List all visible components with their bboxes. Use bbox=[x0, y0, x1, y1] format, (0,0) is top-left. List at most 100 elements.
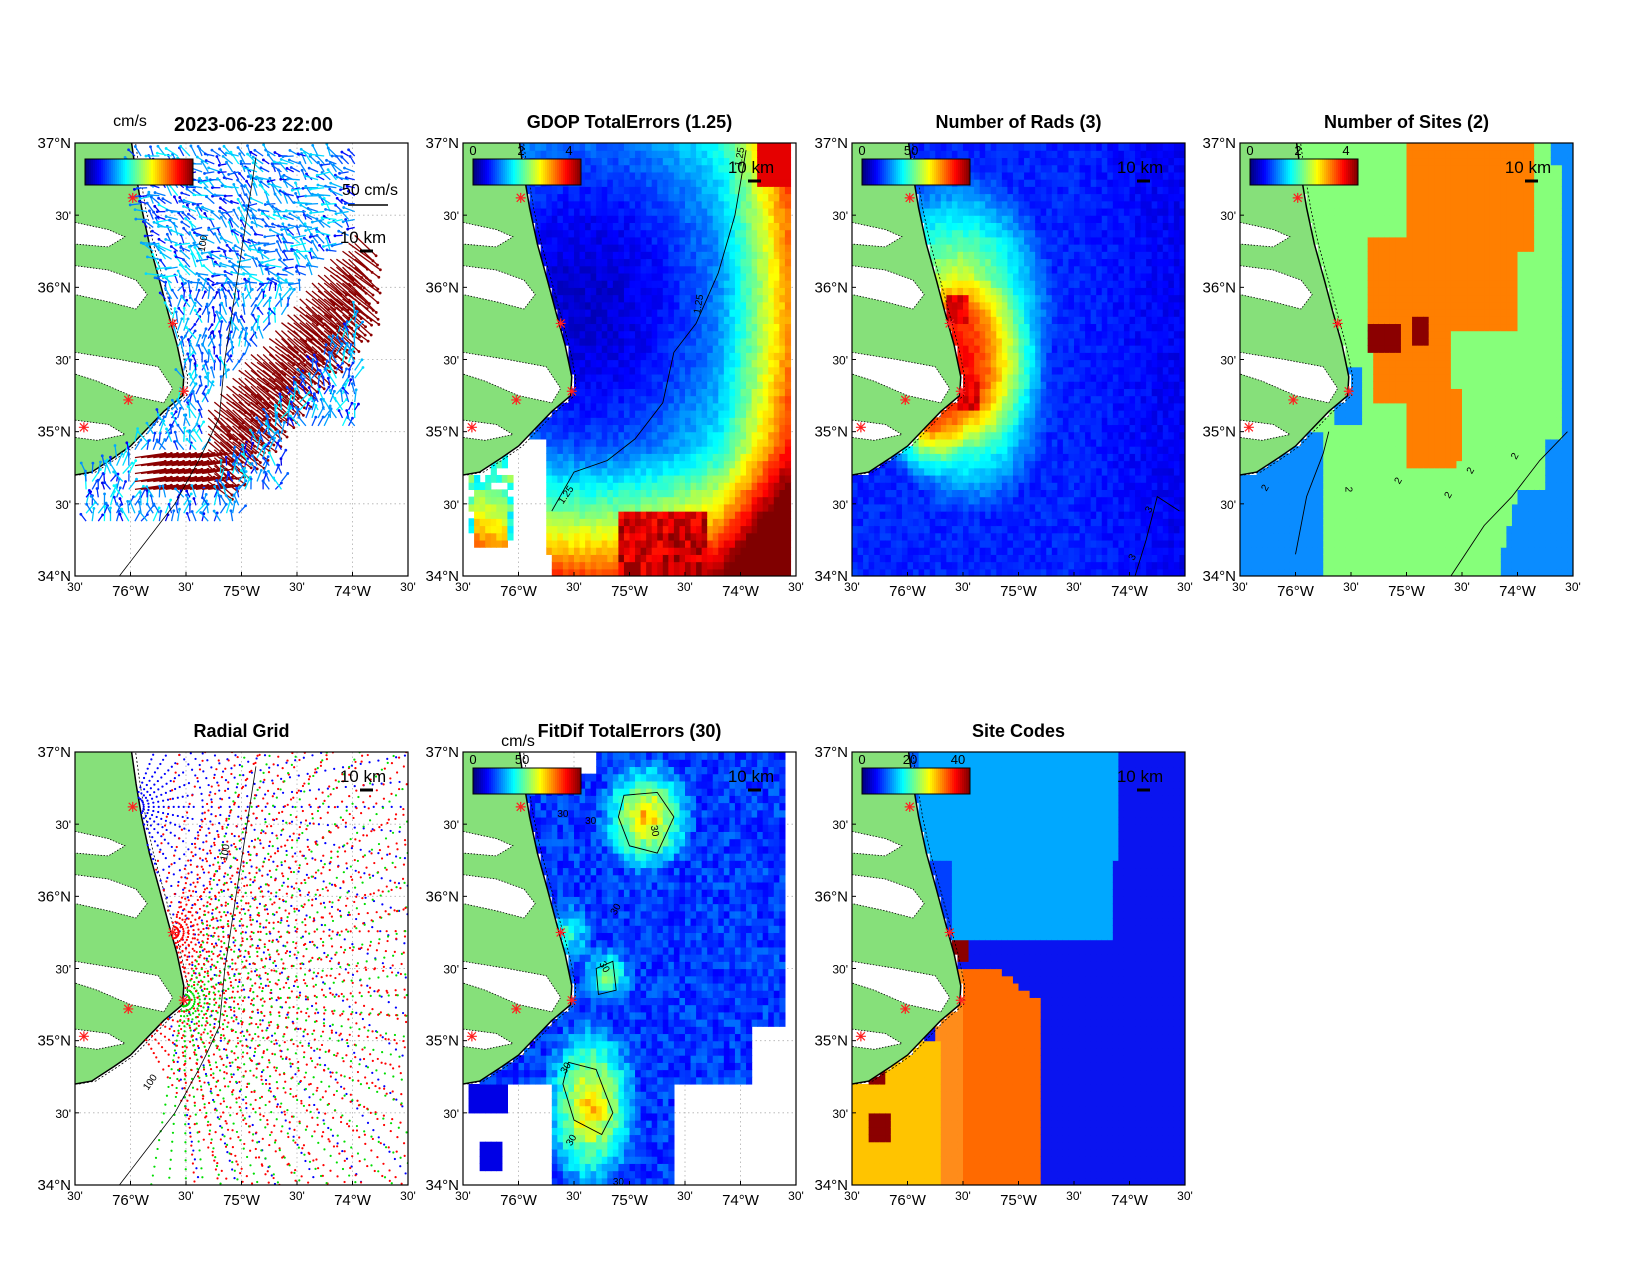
y-tick-label: 30' bbox=[443, 963, 459, 977]
contour-label: 30 bbox=[596, 960, 611, 976]
y-tick-label: 30' bbox=[55, 209, 71, 223]
hf-radar-site-marker bbox=[466, 422, 477, 433]
hf-radar-site-marker bbox=[127, 192, 138, 203]
hf-radar-site-marker bbox=[944, 318, 955, 329]
y-tick-label: 36°N bbox=[814, 888, 848, 905]
chart-title: 2023-06-23 22:00 bbox=[174, 114, 333, 136]
hf-radar-site-marker bbox=[1332, 318, 1343, 329]
contour-label: 30 bbox=[585, 816, 597, 827]
x-tick-label: 30' bbox=[788, 580, 804, 594]
y-tick-label: 37°N bbox=[37, 744, 71, 761]
chart-title: GDOP TotalErrors (1.25) bbox=[527, 112, 732, 132]
x-tick-label: 76°W bbox=[500, 583, 538, 600]
colorbar-tick-label: 2 bbox=[1294, 143, 1301, 158]
colorbar-unit-label: cm/s bbox=[113, 113, 147, 130]
hf-radar-site-marker bbox=[178, 386, 189, 397]
nrads-cells bbox=[852, 143, 1185, 576]
x-tick-label: 30' bbox=[1177, 580, 1193, 594]
x-tick-label: 30' bbox=[955, 1189, 971, 1203]
map-gridlines bbox=[75, 752, 408, 1185]
x-tick-label: 30' bbox=[844, 580, 860, 594]
current-scale-label: 50 cm/s bbox=[342, 182, 398, 199]
y-tick-label: 30' bbox=[1220, 354, 1236, 368]
x-tick-label: 75°W bbox=[611, 1192, 649, 1209]
scale-bar-label: 10 km bbox=[340, 228, 386, 247]
y-tick-label: 30' bbox=[832, 498, 848, 512]
x-tick-label: 30' bbox=[400, 1189, 416, 1203]
colorbar-tick-label: 0 bbox=[469, 752, 476, 767]
x-tick-label: 30' bbox=[1232, 580, 1248, 594]
y-tick-label: 35°N bbox=[425, 1033, 459, 1050]
colorbar: cm/s bbox=[84, 113, 194, 186]
y-tick-label: 34°N bbox=[814, 1177, 848, 1194]
hf-radar-site-marker bbox=[900, 394, 911, 405]
x-tick-label: 30' bbox=[178, 580, 194, 594]
hf-radar-site-marker bbox=[555, 318, 566, 329]
chart-title: Number of Rads (3) bbox=[935, 112, 1101, 132]
y-tick-label: 37°N bbox=[814, 135, 848, 152]
hf-radar-site-marker bbox=[1288, 394, 1299, 405]
hf-radar-site-marker bbox=[466, 1031, 477, 1042]
x-tick-label: 74°W bbox=[1111, 583, 1149, 600]
hf-radar-site-marker bbox=[511, 394, 522, 405]
x-tick-label: 30' bbox=[289, 580, 305, 594]
x-tick-label: 75°W bbox=[611, 583, 649, 600]
x-tick-label: 76°W bbox=[500, 1192, 538, 1209]
contour-label: 3 bbox=[1127, 552, 1140, 563]
contour-label: 30 bbox=[564, 1133, 579, 1149]
y-tick-label: 34°N bbox=[425, 568, 459, 585]
hf-radar-site-marker bbox=[515, 192, 526, 203]
hf-radar-site-marker bbox=[904, 192, 915, 203]
contour-label: 3 bbox=[1143, 504, 1156, 515]
y-tick-label: 36°N bbox=[1202, 279, 1236, 296]
y-tick-label: 30' bbox=[832, 1107, 848, 1121]
y-tick-label: 30' bbox=[55, 818, 71, 832]
current-vectors: 100 bbox=[75, 143, 408, 576]
hf-radar-site-marker bbox=[855, 1031, 866, 1042]
hf-radar-site-marker bbox=[511, 1003, 522, 1014]
scale-bar-label: 10 km bbox=[1505, 158, 1551, 177]
hf-radar-site-marker bbox=[78, 1031, 89, 1042]
radial-grid-points: 100 100 bbox=[75, 752, 408, 1185]
hf-radar-site-marker bbox=[167, 318, 178, 329]
x-tick-label: 30' bbox=[1066, 580, 1082, 594]
x-tick-label: 75°W bbox=[1388, 583, 1426, 600]
hf-radar-site-marker bbox=[955, 386, 966, 397]
scale-bar-10km: 10 km bbox=[340, 767, 386, 792]
y-tick-label: 36°N bbox=[425, 888, 459, 905]
hf-radar-site-marker bbox=[167, 927, 178, 938]
chart-title: FitDif TotalErrors (30) bbox=[538, 721, 722, 741]
x-tick-label: 30' bbox=[1066, 1189, 1082, 1203]
hf-radar-site-marker bbox=[904, 801, 915, 812]
contour-label: 30 bbox=[557, 809, 569, 820]
hf-radar-site-marker bbox=[566, 995, 577, 1006]
contour-label: 100 bbox=[141, 1072, 160, 1092]
colorbar-tick-label: 20 bbox=[903, 752, 917, 767]
colorbar-tick-label: 4 bbox=[1342, 143, 1349, 158]
x-tick-label: 30' bbox=[566, 580, 582, 594]
y-tick-label: 34°N bbox=[814, 568, 848, 585]
x-tick-label: 74°W bbox=[1499, 583, 1537, 600]
scale-bar-10km: 10 km bbox=[728, 158, 774, 183]
hf-radar-site-marker bbox=[900, 1003, 911, 1014]
colorbar: 0 50 bbox=[858, 143, 971, 186]
contour-label: 1.25 bbox=[692, 293, 706, 315]
y-tick-label: 35°N bbox=[1202, 424, 1236, 441]
colorbar: 0 2 4 bbox=[469, 143, 582, 186]
colorbar-unit-label: cm/s bbox=[501, 733, 535, 750]
scale-bar-label: 10 km bbox=[340, 767, 386, 786]
contour-label: 2 bbox=[1342, 487, 1353, 493]
x-tick-label: 74°W bbox=[334, 583, 372, 600]
scale-bar-label: 10 km bbox=[1117, 158, 1163, 177]
y-tick-label: 30' bbox=[1220, 498, 1236, 512]
contour-label: 2 bbox=[1443, 490, 1456, 501]
y-tick-label: 35°N bbox=[814, 1033, 848, 1050]
y-tick-label: 37°N bbox=[37, 135, 71, 152]
hf-radar-site-marker bbox=[955, 995, 966, 1006]
x-tick-label: 76°W bbox=[1277, 583, 1315, 600]
hf-radar-site-marker bbox=[178, 995, 189, 1006]
x-tick-label: 75°W bbox=[1000, 583, 1038, 600]
contour-label: 2 bbox=[1393, 475, 1406, 486]
x-tick-label: 30' bbox=[844, 1189, 860, 1203]
